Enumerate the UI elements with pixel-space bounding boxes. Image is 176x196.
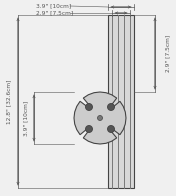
- Polygon shape: [108, 15, 134, 188]
- Text: 3.9" [10cm]: 3.9" [10cm]: [36, 4, 71, 8]
- Circle shape: [108, 103, 115, 111]
- Text: 2.9" [7.5cm]: 2.9" [7.5cm]: [165, 35, 171, 72]
- Text: 2.9" [7.5cm]: 2.9" [7.5cm]: [36, 11, 73, 15]
- Polygon shape: [74, 92, 126, 144]
- Text: 3.9" [10cm]: 3.9" [10cm]: [24, 100, 29, 136]
- Circle shape: [86, 103, 93, 111]
- Circle shape: [98, 115, 102, 121]
- Circle shape: [108, 125, 115, 132]
- Circle shape: [86, 125, 93, 132]
- Text: 12.8" [32.6cm]: 12.8" [32.6cm]: [7, 79, 11, 124]
